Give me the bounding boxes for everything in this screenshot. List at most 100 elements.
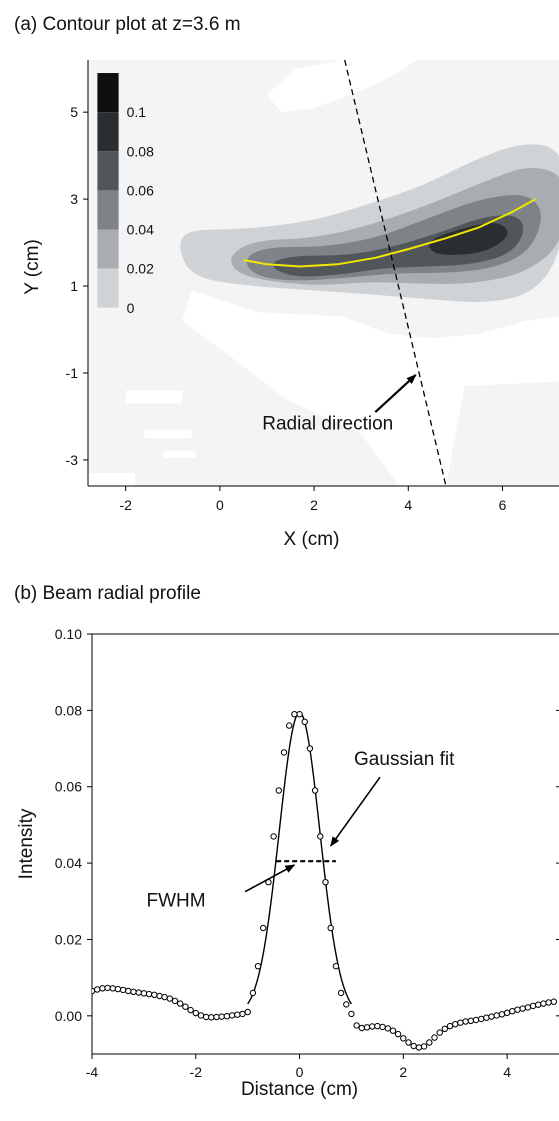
- measured-point: [550, 998, 557, 1005]
- measured-point: [493, 1012, 500, 1019]
- measured-point: [503, 1009, 511, 1016]
- radial-direction-line: [344, 59, 447, 487]
- measured-point: [182, 1003, 189, 1010]
- measured-point: [311, 787, 319, 794]
- measured-point: [94, 986, 101, 993]
- measured-point: [529, 1002, 537, 1010]
- colorbar-label: 0.04: [127, 222, 154, 238]
- low-intensity-region-2: [125, 390, 183, 404]
- measured-point: [498, 1011, 506, 1018]
- measured-point: [420, 1043, 428, 1050]
- colorbar-swatch-2: [97, 151, 119, 191]
- measured-point: [483, 1014, 490, 1021]
- measured-point: [166, 995, 174, 1002]
- measured-point: [348, 1010, 355, 1018]
- measured-point: [228, 1012, 236, 1019]
- contour-band-5: [429, 223, 508, 255]
- measured-point: [410, 1042, 417, 1050]
- colorbar-label: 0.02: [127, 261, 154, 277]
- x-tick-label-a: 6: [499, 497, 507, 513]
- measured-point: [130, 988, 137, 995]
- measured-point: [462, 1018, 469, 1025]
- x-tick-label-b: 2: [399, 1064, 407, 1080]
- measured-point: [524, 1004, 532, 1011]
- gaussian-fit-curve: [247, 711, 352, 1005]
- measured-point: [197, 1012, 205, 1019]
- measured-point: [223, 1013, 231, 1020]
- radial-direction-arrow: [374, 374, 417, 413]
- colorbar-swatch-6: [97, 307, 119, 347]
- y-axis-label-b: Intensity: [16, 808, 37, 879]
- measured-point: [151, 991, 158, 998]
- measured-point: [374, 1022, 381, 1030]
- measured-point: [369, 1023, 376, 1030]
- measured-point: [244, 1008, 251, 1016]
- panel-a-title: (a) Contour plot at z=3.6 m: [14, 14, 241, 35]
- measured-point: [540, 1000, 547, 1007]
- measured-point: [249, 989, 257, 997]
- contour-field: [88, 60, 559, 486]
- measured-point: [213, 1013, 220, 1021]
- measured-point: [301, 718, 308, 725]
- measured-point: [358, 1024, 365, 1032]
- beam-centerline: [243, 198, 536, 268]
- gaussian-fit-label: Gaussian fit: [354, 749, 455, 770]
- y-tick-label-b: 0.00: [55, 1008, 82, 1024]
- measured-point: [114, 985, 122, 993]
- measured-point: [478, 1015, 485, 1023]
- low-intensity-region-3: [144, 429, 192, 439]
- y-tick-label-b: 0.06: [55, 779, 82, 795]
- y-tick-label-a: 5: [70, 104, 78, 120]
- measured-point: [389, 1027, 397, 1034]
- colorbar-label: 0.06: [127, 182, 154, 198]
- measured-point: [270, 833, 277, 840]
- measured-point: [431, 1034, 438, 1041]
- measured-point: [275, 787, 282, 794]
- measured-point: [337, 989, 345, 997]
- measured-point: [472, 1016, 480, 1024]
- measured-point: [400, 1035, 407, 1042]
- y-tick-label-b: 0.10: [55, 626, 82, 642]
- x-tick-label-a: 0: [216, 497, 224, 513]
- measured-point: [379, 1023, 386, 1031]
- measured-point: [92, 987, 96, 995]
- measured-point: [317, 833, 324, 840]
- measured-point: [509, 1008, 516, 1015]
- x-tick-label-a: 4: [404, 497, 412, 513]
- measured-point: [363, 1024, 371, 1031]
- measured-point: [353, 1022, 360, 1029]
- low-intensity-region-1: [182, 290, 559, 486]
- measured-point: [457, 1019, 464, 1026]
- y-tick-label-a: -3: [66, 452, 79, 468]
- panel-b-title: (b) Beam radial profile: [14, 583, 201, 604]
- measured-point: [171, 997, 179, 1005]
- measured-point: [208, 1014, 215, 1021]
- colorbar-swatch-1: [97, 112, 119, 152]
- measured-point: [119, 986, 127, 994]
- measured-point: [394, 1030, 402, 1038]
- y-tick-label-b: 0.04: [55, 855, 82, 871]
- measured-point: [514, 1006, 521, 1013]
- x-axis-label-b: Distance (cm): [241, 1079, 358, 1100]
- measured-point: [446, 1022, 454, 1030]
- x-tick-label-b: -4: [86, 1064, 99, 1080]
- measured-point: [306, 745, 314, 752]
- measured-point: [234, 1011, 241, 1018]
- low-intensity-region-4: [163, 451, 197, 458]
- measured-point: [322, 879, 329, 886]
- radial-direction-label: Radial direction: [262, 413, 393, 434]
- measured-point: [343, 1001, 350, 1008]
- colorbar-label: 0.1: [127, 104, 147, 120]
- measured-point: [104, 984, 111, 992]
- y-tick-label-a: -1: [66, 365, 79, 381]
- measured-point: [99, 985, 106, 992]
- measured-point: [203, 1013, 210, 1021]
- measured-point: [405, 1039, 412, 1046]
- y-tick-label-a: 1: [70, 278, 78, 294]
- x-axis-label-a: X (cm): [284, 529, 340, 550]
- measured-point: [286, 722, 293, 729]
- y-tick-label-a: 3: [70, 191, 78, 207]
- measured-point: [332, 963, 340, 970]
- x-tick-label-b: 0: [296, 1064, 304, 1080]
